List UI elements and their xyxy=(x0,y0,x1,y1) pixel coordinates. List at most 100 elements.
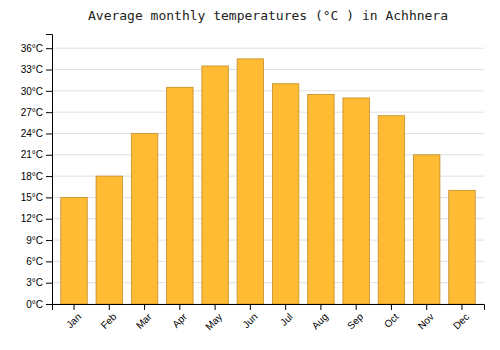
x-tick-label: Sep xyxy=(345,311,366,332)
grid-line xyxy=(52,90,484,91)
x-tick-label: Jan xyxy=(64,311,83,330)
x-tick-label: Apr xyxy=(170,311,189,330)
x-tick-mark xyxy=(426,304,427,310)
y-tick: 36°C xyxy=(21,43,52,54)
x-tick-label: Jul xyxy=(278,311,295,328)
x-tick-mark xyxy=(144,304,145,310)
y-tick: 3°C xyxy=(26,277,52,288)
x-tick-label: Oct xyxy=(382,311,401,330)
bar xyxy=(343,98,369,304)
x-tick: Dec xyxy=(451,304,471,331)
grid xyxy=(52,48,484,304)
bar xyxy=(308,94,334,304)
x-tick: Jan xyxy=(64,304,83,330)
y-tick-mark xyxy=(46,219,52,220)
y-tick-label: 24°C xyxy=(21,128,43,139)
title: Average monthly temperatures (°C ) in Ac… xyxy=(88,8,448,23)
y-tick-mark xyxy=(46,283,52,284)
y-tick-label: 6°C xyxy=(26,256,43,267)
bar xyxy=(202,66,228,304)
x-tick: May xyxy=(203,304,224,332)
y-tick-label: 15°C xyxy=(21,192,43,203)
x-tick: Jun xyxy=(240,304,259,330)
y-axis: 0°C 3°C 6°C 9°C 12°C 15°C 18°C 21°C 24°C 27°C 30°C… xyxy=(21,35,53,310)
y-tick-mark xyxy=(46,155,52,156)
y-tick: 18°C xyxy=(21,171,52,182)
bar xyxy=(237,59,263,304)
x-tick-label: May xyxy=(203,311,224,332)
y-tick: 12°C xyxy=(21,213,52,224)
grid-line xyxy=(52,48,484,49)
x-tick: Nov xyxy=(416,304,436,331)
y-tick: 21°C xyxy=(21,149,52,160)
x-tick-mark xyxy=(215,304,216,310)
y-tick-mark xyxy=(46,112,52,113)
y-tick-label: 33°C xyxy=(21,64,43,75)
x-tick-label: Aug xyxy=(310,311,330,331)
chart: 0°C 3°C 6°C 9°C 12°C 15°C 18°C 21°C 24°C 27°C 30°C… xyxy=(0,0,500,350)
y-tick-mark xyxy=(46,304,52,305)
bar xyxy=(131,133,157,304)
bar xyxy=(61,197,87,304)
y-tick-mark xyxy=(46,240,52,241)
plot: 0°C 3°C 6°C 9°C 12°C 15°C 18°C 21°C 24°C 27°C 30°C… xyxy=(21,35,485,333)
bar xyxy=(167,87,193,304)
bar xyxy=(96,176,122,304)
bars xyxy=(61,59,475,304)
grid-line xyxy=(52,69,484,70)
y-tick-label: 27°C xyxy=(21,107,43,118)
x-tick-mark xyxy=(285,304,286,310)
y-tick-mark xyxy=(46,176,52,177)
y-tick-mark xyxy=(46,261,52,262)
y-tick: 24°C xyxy=(21,128,52,139)
x-tick-label: Dec xyxy=(451,311,471,331)
y-tick: 0°C xyxy=(26,299,52,310)
y-tick-label: 9°C xyxy=(26,235,43,246)
bar xyxy=(378,116,404,304)
y-tick-label: 12°C xyxy=(21,213,43,224)
x-axis: Jan Feb Mar Apr May Jun Jul Aug Sep Oct Nov Dec xyxy=(53,304,485,332)
x-tick: Mar xyxy=(134,304,154,331)
x-tick-label: Feb xyxy=(99,311,119,331)
grid-line xyxy=(52,133,484,134)
x-tick: Oct xyxy=(382,304,401,330)
bar xyxy=(272,84,298,304)
bar xyxy=(449,190,475,304)
x-tick: Aug xyxy=(310,304,330,331)
x-tick-mark xyxy=(179,304,180,310)
x-tick-mark xyxy=(109,304,110,310)
x-axis-line xyxy=(53,305,485,311)
x-tick-label: Nov xyxy=(416,311,436,331)
y-tick: 9°C xyxy=(26,235,52,246)
x-tick-mark xyxy=(356,304,357,310)
y-tick: 33°C xyxy=(21,64,52,75)
y-tick: 30°C xyxy=(21,86,52,97)
y-tick-label: 21°C xyxy=(21,149,43,160)
y-tick-label: 18°C xyxy=(21,171,43,182)
y-axis-line xyxy=(46,35,53,305)
grid-line xyxy=(52,112,484,113)
y-tick: 27°C xyxy=(21,107,52,118)
y-tick-mark xyxy=(46,133,52,134)
x-tick-label: Mar xyxy=(134,311,154,331)
x-tick-mark xyxy=(461,304,462,310)
x-tick-mark xyxy=(391,304,392,310)
x-tick: Apr xyxy=(170,304,189,330)
y-tick-mark xyxy=(46,197,52,198)
y-tick-mark xyxy=(46,70,52,71)
y-tick-mark xyxy=(46,91,52,92)
y-tick: 15°C xyxy=(21,192,52,203)
x-tick-mark xyxy=(250,304,251,310)
y-tick-mark xyxy=(46,48,52,49)
x-tick-mark xyxy=(74,304,75,310)
y-tick-label: 36°C xyxy=(21,43,43,54)
x-tick: Feb xyxy=(99,304,119,331)
bar xyxy=(413,155,439,304)
y-tick-label: 3°C xyxy=(26,277,43,288)
x-tick: Jul xyxy=(278,304,295,328)
x-tick: Sep xyxy=(345,304,366,331)
x-tick-mark xyxy=(320,304,321,310)
y-tick-label: 0°C xyxy=(26,299,43,310)
y-tick-label: 30°C xyxy=(21,86,43,97)
y-tick: 6°C xyxy=(26,256,52,267)
